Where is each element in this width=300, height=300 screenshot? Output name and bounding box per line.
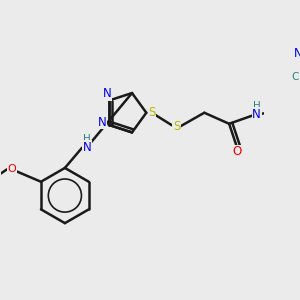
Text: H: H: [253, 101, 261, 111]
Text: O: O: [8, 164, 16, 174]
Text: N: N: [82, 141, 91, 154]
Text: N: N: [252, 108, 261, 121]
Text: S: S: [148, 106, 155, 119]
Text: N: N: [98, 116, 106, 129]
Text: H: H: [83, 134, 91, 144]
Text: S: S: [173, 120, 180, 133]
Text: N: N: [103, 87, 112, 100]
Text: C: C: [292, 72, 299, 82]
Text: O: O: [233, 146, 242, 158]
Text: N: N: [294, 47, 300, 60]
